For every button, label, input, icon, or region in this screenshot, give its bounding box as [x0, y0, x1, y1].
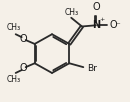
Text: ⁻: ⁻: [115, 22, 120, 31]
Text: O: O: [20, 34, 27, 44]
Text: CH₃: CH₃: [7, 23, 21, 32]
Text: N: N: [92, 20, 100, 30]
Text: O: O: [110, 20, 118, 30]
Text: O: O: [92, 2, 100, 12]
Text: Br: Br: [87, 64, 97, 73]
Text: O: O: [20, 63, 27, 73]
Text: CH₃: CH₃: [7, 75, 21, 84]
Text: CH₃: CH₃: [64, 8, 78, 17]
Text: +: +: [99, 17, 105, 22]
